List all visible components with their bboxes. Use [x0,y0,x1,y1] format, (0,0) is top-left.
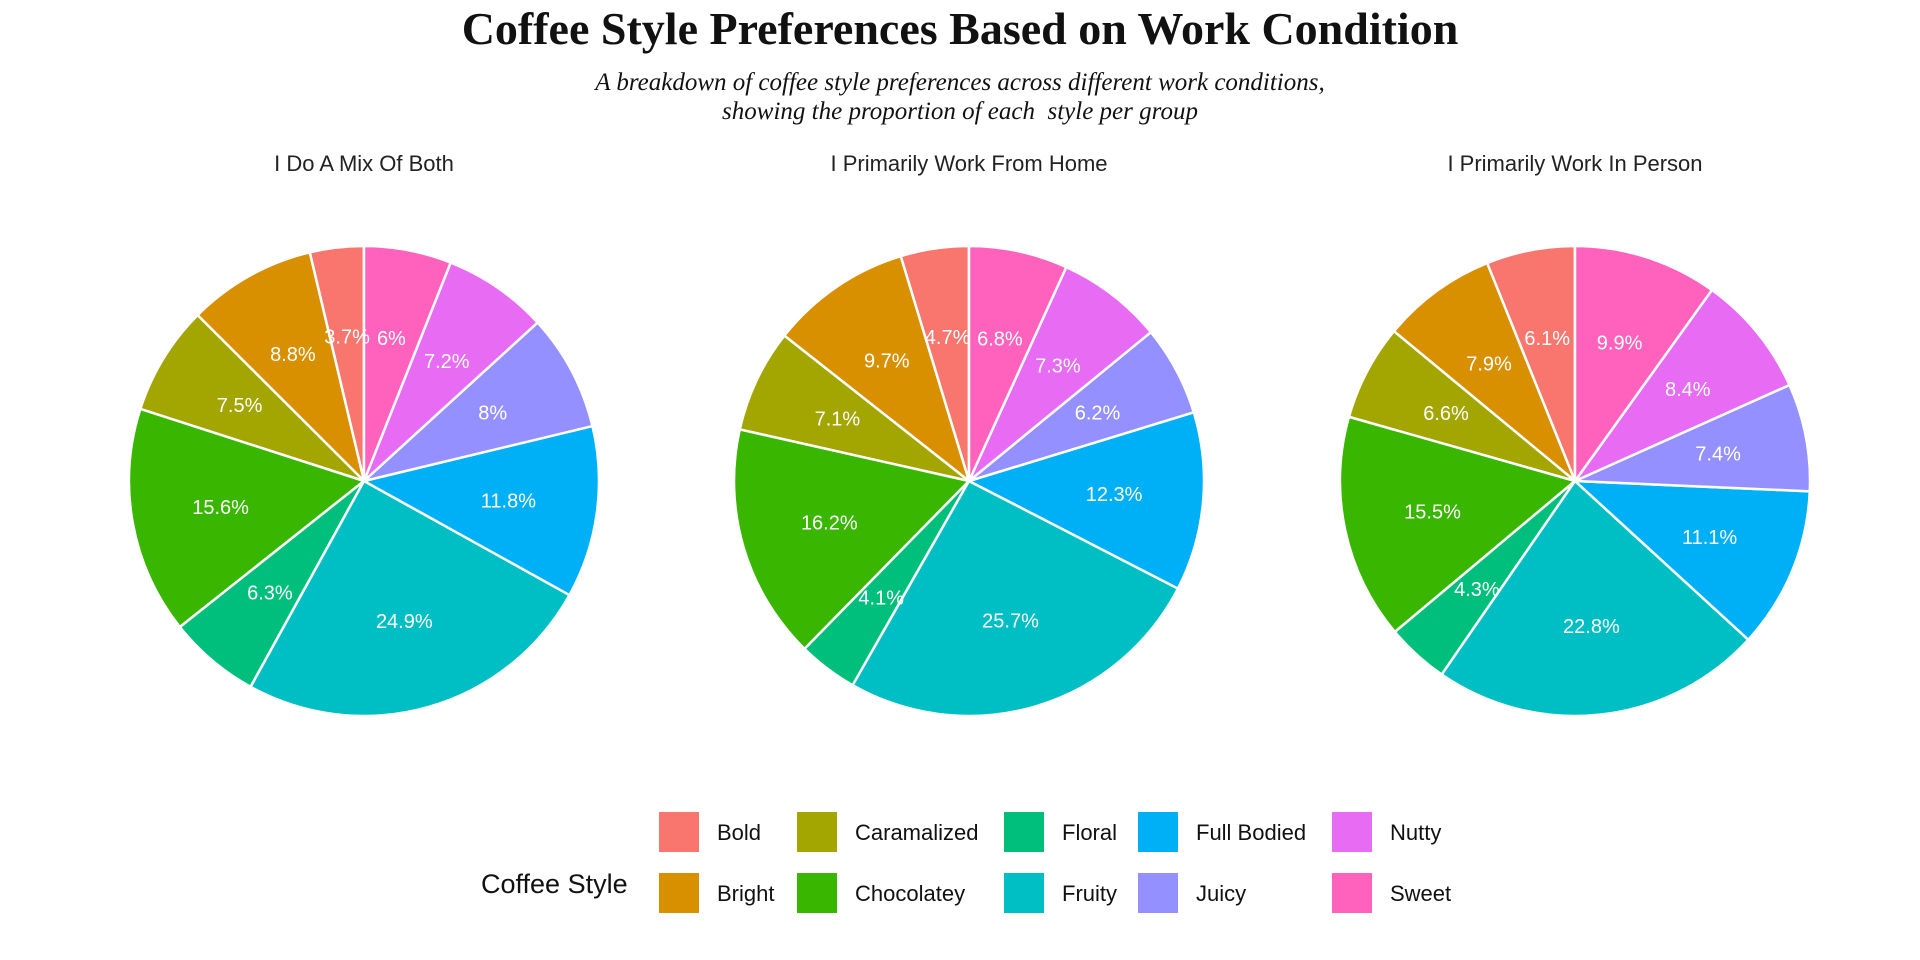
slice-label-sweet: 9.9% [1597,332,1643,354]
legend-label-juicy: Juicy [1196,881,1246,906]
legend-key-bold [659,812,699,852]
slice-label-bright: 8.8% [270,344,316,366]
slice-label-full-bodied: 11.1% [1682,527,1737,549]
slice-label-sweet: 6% [377,328,406,350]
pie-slice-bright [196,251,366,483]
legend-key-fruity [1004,873,1044,913]
legend-key-sweet [1332,873,1372,913]
chart-title: Coffee Style Preferences Based on Work C… [461,3,1459,54]
slice-label-floral: 6.3% [247,582,293,604]
pie-slice-chocolatey [1338,415,1577,634]
pie-facet-i-do-a-mix-of-both: I Do A Mix Of Both 3.7% 8.8% 7.5% 15.6% 6.3% 2… [127,151,601,718]
chart-subtitle: A breakdown of coffee style preferences … [0,68,1920,126]
legend-item-bold: Bold [659,812,761,852]
legend-key-caramalized [797,812,837,852]
pie-slice-nutty [362,261,539,483]
pie-facet-i-primarily-work-from-home: I Primarily Work From Home 4.7% 9.7% 7.1% 16… [732,151,1206,718]
pie-slice-sweet [1573,244,1714,483]
legend-item-bright: Bright [659,873,774,913]
legend-item-caramalized: Caramalized [797,812,979,852]
pie-slice-juicy [362,321,594,483]
pie-slice-full-bodied [1573,479,1812,641]
legend-item-nutty: Nutty [1332,812,1441,852]
facet-title: I Do A Mix Of Both [274,151,454,176]
slice-label-full-bodied: 12.3% [1086,484,1143,506]
slice-label-chocolatey: 15.6% [192,497,249,519]
legend-item-full-bodied: Full Bodied [1138,812,1306,852]
slice-label-bold: 4.7% [925,327,971,349]
pie-slice-fruity [851,479,1180,718]
slice-label-nutty: 7.2% [424,351,470,373]
slice-label-chocolatey: 15.5% [1404,501,1461,523]
legend-key-bright [659,873,699,913]
legend-label-chocolatey: Chocolatey [855,881,965,906]
legend-label-fruity: Fruity [1062,881,1117,906]
pie-slice-nutty [1573,288,1791,483]
legend-label-bright: Bright [717,881,774,906]
slice-label-sweet: 6.8% [977,329,1023,351]
legend-label-caramalized: Caramalized [855,820,979,845]
pie-slice-caramalized [139,313,366,483]
legend-title: Coffee Style [481,869,628,899]
slice-label-juicy: 6.2% [1075,402,1121,424]
slice-label-caramalized: 6.6% [1423,403,1469,425]
slice-label-nutty: 8.4% [1665,379,1711,401]
legend-key-floral [1004,812,1044,852]
slice-label-caramalized: 7.5% [217,395,263,417]
slice-label-floral: 4.3% [1454,579,1500,601]
slice-label-fruity: 25.7% [982,611,1039,633]
pie-facet-i-primarily-work-in-person: I Primarily Work In Person 6.1% 7.9% 6.6% 15… [1338,151,1812,718]
facet-title: I Primarily Work In Person [1447,151,1702,176]
slice-label-chocolatey: 16.2% [801,512,858,534]
pie-slice-fruity [1440,479,1750,718]
legend-label-bold: Bold [717,820,761,845]
slice-label-bold: 6.1% [1524,328,1570,350]
slice-label-bright: 7.9% [1466,353,1512,375]
legend-key-full-bodied [1138,812,1178,852]
slice-label-juicy: 8% [478,403,507,425]
pie-slice-bright [1392,261,1577,483]
legend-key-nutty [1332,812,1372,852]
slice-label-juicy: 7.4% [1695,444,1741,466]
pie-slice-fruity [249,479,571,718]
slice-label-nutty: 7.3% [1035,356,1081,378]
pie-slice-sweet [362,244,452,483]
legend-label-sweet: Sweet [1390,881,1451,906]
slice-label-fruity: 22.8% [1563,616,1620,638]
facet-title: I Primarily Work From Home [830,151,1107,176]
subtitle-line-2: showing the proportion of each style per… [722,98,1198,125]
slice-label-fruity: 24.9% [376,611,433,633]
pie-slice-juicy [1573,383,1812,493]
pie-slice-bright [783,254,971,483]
pie-slice-full-bodied [362,424,601,597]
legend-item-floral: Floral [1004,812,1117,852]
pie-slice-chocolatey [732,428,971,651]
subtitle-line-1: A breakdown of coffee style preferences … [595,69,1325,96]
legend: Coffee Style Bold Bright Caramalized Chocola… [481,812,1451,913]
slice-label-caramalized: 7.1% [815,408,861,430]
legend-item-chocolatey: Chocolatey [797,873,965,913]
legend-key-chocolatey [797,873,837,913]
slice-label-floral: 4.1% [858,587,904,609]
legend-key-juicy [1138,873,1178,913]
pie-slice-caramalized [738,334,971,483]
legend-label-nutty: Nutty [1390,820,1441,845]
pie-slice-full-bodied [967,411,1206,590]
pie-slice-sweet [967,244,1068,483]
legend-item-sweet: Sweet [1332,873,1451,913]
legend-label-floral: Floral [1062,820,1117,845]
slice-label-full-bodied: 11.8% [481,491,536,513]
pie-slice-nutty [967,265,1153,483]
slice-label-bright: 9.7% [864,351,910,373]
legend-item-juicy: Juicy [1138,873,1246,913]
legend-item-fruity: Fruity [1004,873,1117,913]
legend-label-full-bodied: Full Bodied [1196,820,1306,845]
slice-label-bold: 3.7% [324,326,370,348]
pie-slice-chocolatey [127,407,366,629]
